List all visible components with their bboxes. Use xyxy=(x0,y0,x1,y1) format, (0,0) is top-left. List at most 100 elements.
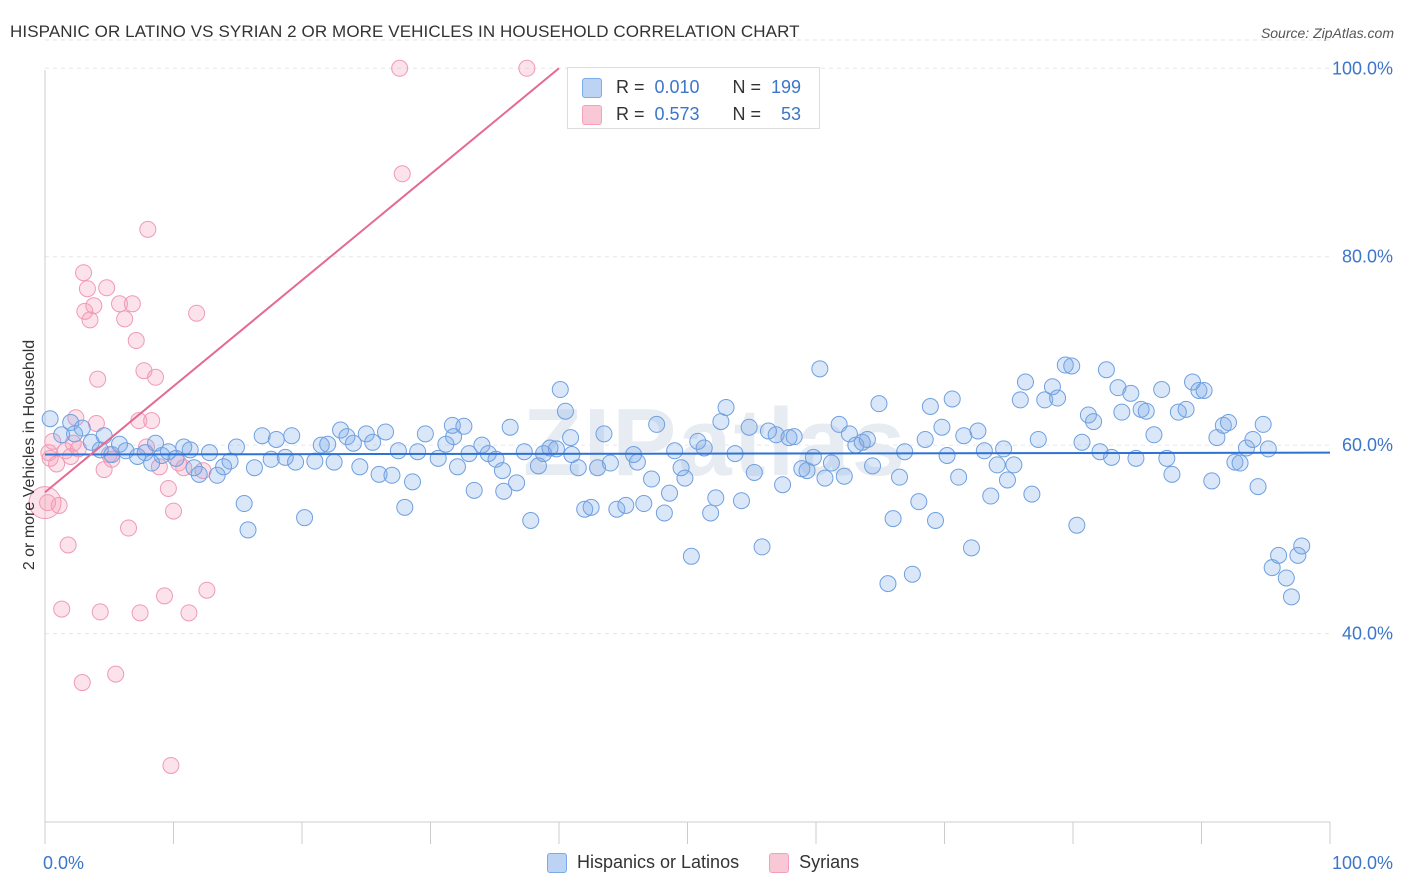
data-point-hispanics xyxy=(1293,537,1311,555)
data-point-hispanics xyxy=(296,509,314,527)
data-point-hispanics xyxy=(1270,546,1288,564)
y-tick-label: 100.0% xyxy=(1332,58,1393,78)
data-point-hispanics xyxy=(445,428,463,446)
data-point-hispanics xyxy=(1137,402,1155,420)
data-point-hispanics xyxy=(262,450,280,468)
data-point-hispanics xyxy=(950,468,968,486)
data-point-hispanics xyxy=(129,447,147,465)
data-point-hispanics xyxy=(1122,384,1140,402)
data-point-hispanics xyxy=(1259,440,1277,458)
data-point-hispanics xyxy=(389,442,407,460)
source-label: Source: ZipAtlas.com xyxy=(1260,25,1394,41)
data-point-hispanics xyxy=(455,417,473,435)
data-point-hispanics xyxy=(208,466,226,484)
data-point-hispanics xyxy=(283,427,301,445)
legend-item-hispanics[interactable]: Hispanics or Latinos xyxy=(547,852,739,873)
chart-title: HISPANIC OR LATINO VS SYRIAN 2 OR MORE V… xyxy=(10,22,800,41)
data-point-hispanics xyxy=(601,454,619,472)
data-point-syrians xyxy=(44,432,62,450)
data-point-syrians xyxy=(50,496,68,514)
data-point-hispanics xyxy=(717,398,735,416)
trend-line-hispanics xyxy=(44,451,1331,456)
data-point-hispanics xyxy=(1177,400,1195,418)
data-point-hispanics xyxy=(227,438,245,456)
stats-row-syrians: R = 0.573 N = 53 xyxy=(582,101,801,128)
data-point-syrians xyxy=(188,304,206,322)
trend-line-syrians xyxy=(44,67,560,494)
data-point-hispanics xyxy=(1103,448,1121,466)
data-point-hispanics xyxy=(689,432,707,450)
data-point-hispanics xyxy=(522,512,540,530)
data-point-hispanics xyxy=(1113,403,1131,421)
data-point-syrians xyxy=(73,674,91,692)
data-point-syrians xyxy=(156,587,174,605)
data-point-syrians xyxy=(76,302,94,320)
data-point-hispanics xyxy=(943,390,961,408)
data-point-syrians xyxy=(150,458,168,476)
data-point-hispanics xyxy=(576,500,594,518)
data-point-hispanics xyxy=(916,430,934,448)
data-point-hispanics xyxy=(1158,449,1176,467)
data-point-hispanics xyxy=(835,467,853,485)
data-point-hispanics xyxy=(562,429,580,447)
data-point-hispanics xyxy=(1244,430,1262,448)
data-point-syrians xyxy=(127,332,145,350)
data-point-hispanics xyxy=(493,462,511,480)
data-point-hispanics xyxy=(643,470,661,488)
data-point-hispanics xyxy=(181,441,199,459)
data-point-hispanics xyxy=(864,457,882,475)
data-point-hispanics xyxy=(903,565,921,583)
data-point-hispanics xyxy=(351,458,369,476)
data-point-hispanics xyxy=(648,415,666,433)
data-point-hispanics xyxy=(239,521,257,539)
data-point-hispanics xyxy=(804,448,822,466)
data-point-syrians xyxy=(111,295,129,313)
gridlines xyxy=(45,39,1330,635)
data-point-hispanics xyxy=(732,492,750,510)
data-point-hispanics xyxy=(1145,426,1163,444)
data-point-hispanics xyxy=(1195,381,1213,399)
data-point-hispanics xyxy=(73,419,91,437)
data-point-hispanics xyxy=(1277,569,1295,587)
data-point-syrians xyxy=(180,604,198,622)
data-point-hispanics xyxy=(1097,361,1115,379)
data-point-syrians xyxy=(147,368,165,386)
data-point-hispanics xyxy=(780,429,798,447)
data-point-hispanics xyxy=(409,443,427,461)
data-point-hispanics xyxy=(858,430,876,448)
y-tick-label: 40.0% xyxy=(1342,624,1393,644)
data-point-hispanics xyxy=(1214,416,1232,434)
data-point-hispanics xyxy=(661,484,679,502)
data-point-hispanics xyxy=(816,469,834,487)
data-point-hispanics xyxy=(910,493,928,511)
data-point-hispanics xyxy=(200,444,218,462)
data-point-hispanics xyxy=(975,442,993,460)
data-point-hispanics xyxy=(245,459,263,477)
data-point-hispanics xyxy=(221,452,239,470)
data-point-hispanics xyxy=(357,425,375,443)
data-point-hispanics xyxy=(853,433,871,451)
data-point-hispanics xyxy=(332,421,350,439)
data-point-syrians xyxy=(78,280,96,298)
stats-swatch-syrians xyxy=(582,104,602,125)
r-label: R = xyxy=(616,104,645,124)
y-axis-label: 2 or more Vehicles in Household xyxy=(21,339,38,571)
legend-item-syrians[interactable]: Syrians xyxy=(769,852,859,873)
data-point-hispanics xyxy=(1254,415,1272,433)
series-syrians-points xyxy=(28,59,536,774)
legend-label: Syrians xyxy=(799,852,860,872)
r-value: 0.010 xyxy=(654,77,700,97)
data-point-hispanics xyxy=(628,453,646,471)
data-point-syrians xyxy=(85,297,103,315)
data-point-syrians xyxy=(393,165,411,183)
data-point-syrians xyxy=(198,581,216,599)
data-point-hispanics xyxy=(1049,389,1067,407)
data-point-syrians xyxy=(75,264,93,282)
data-point-hispanics xyxy=(933,418,951,436)
data-point-syrians xyxy=(107,665,125,683)
data-point-hispanics xyxy=(785,428,803,446)
data-point-syrians xyxy=(143,412,161,430)
data-point-hispanics xyxy=(1203,472,1221,490)
data-point-syrians xyxy=(98,279,116,297)
data-point-hispanics xyxy=(740,418,758,436)
